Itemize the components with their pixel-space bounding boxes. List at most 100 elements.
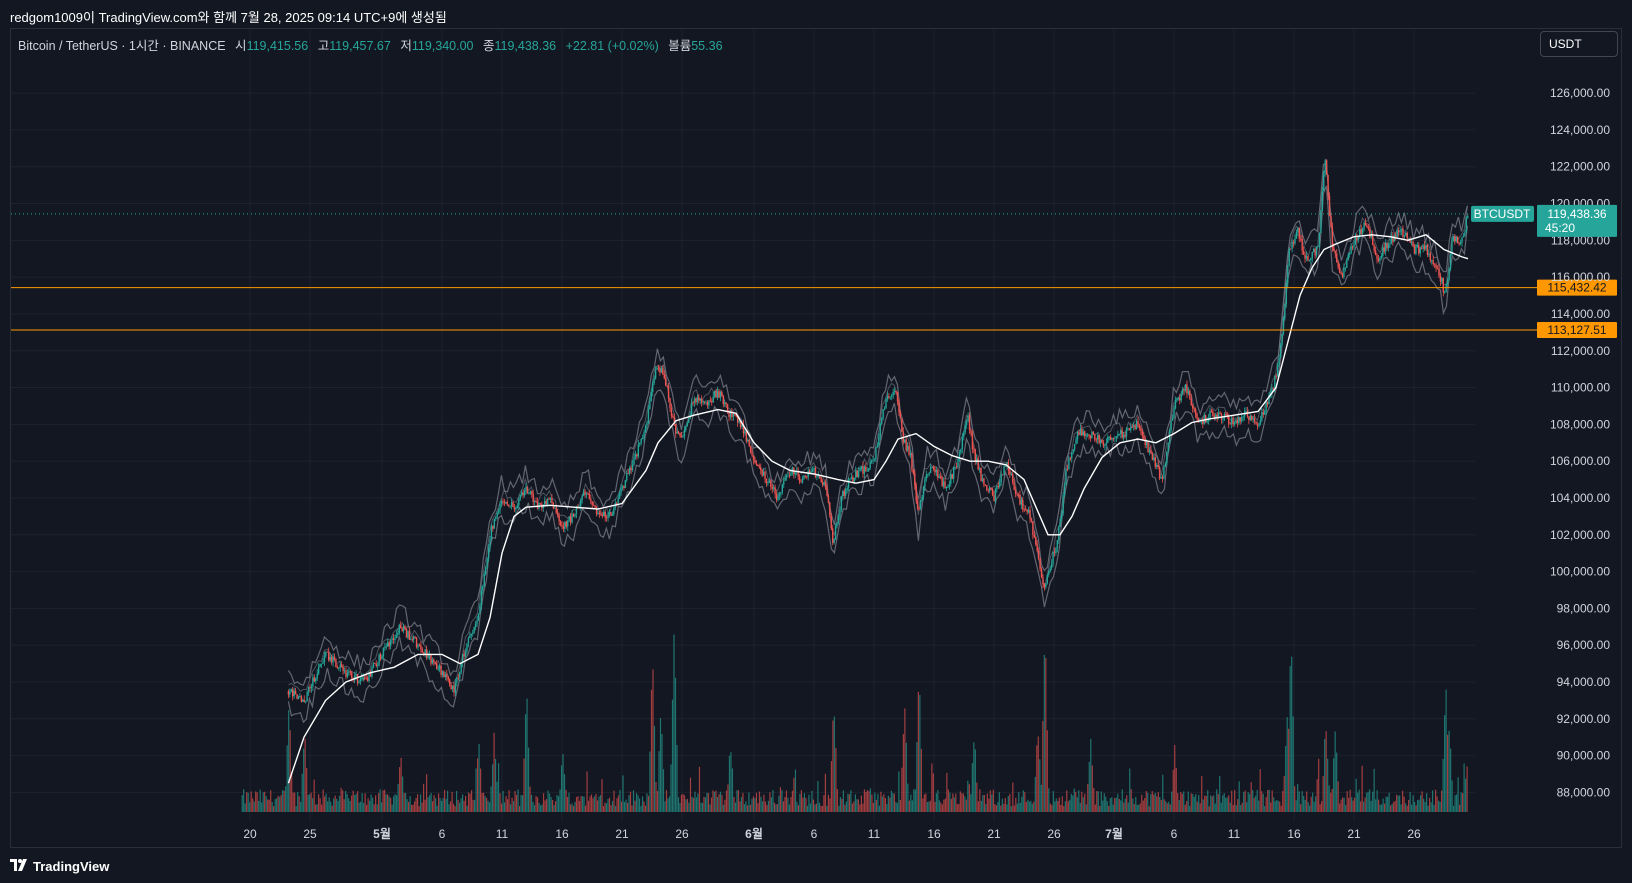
volume-bar <box>1160 799 1162 812</box>
volume-bar <box>985 804 987 812</box>
volume-bar <box>1439 801 1441 812</box>
candle-body <box>641 438 644 440</box>
volume-bar <box>944 798 946 812</box>
volume-bar <box>509 804 512 812</box>
candle-body <box>883 408 886 410</box>
candle-body <box>891 394 893 397</box>
candle-body <box>722 395 724 405</box>
volume-bar <box>424 799 426 812</box>
volume-bar <box>934 801 936 812</box>
candle-body <box>840 496 843 510</box>
volume-bar <box>932 773 934 812</box>
candle-body <box>853 477 856 482</box>
candle-body <box>1170 420 1172 431</box>
candle-body <box>1096 435 1099 440</box>
symbol-description[interactable]: Bitcoin / TetherUS · 1시간 · BINANCE <box>18 39 226 53</box>
candle-body <box>771 486 773 489</box>
candle-body <box>587 493 589 495</box>
candle-body <box>486 558 488 568</box>
candle-body <box>443 671 445 678</box>
candle-body <box>1043 583 1046 588</box>
x-tick-label: 6 <box>439 827 446 841</box>
volume-bar <box>1274 801 1276 812</box>
volume-bar <box>496 781 498 812</box>
candle-body <box>397 633 399 635</box>
volume-bar <box>971 763 973 812</box>
volume-bar <box>1045 658 1047 812</box>
volume-bar <box>1396 794 1398 812</box>
candle-body <box>1222 418 1224 420</box>
tradingview-logo-icon[interactable] <box>10 859 30 871</box>
candle-body <box>1344 267 1347 269</box>
candle-body <box>375 663 377 667</box>
candle-body <box>866 470 868 472</box>
volume-bar <box>1441 790 1443 812</box>
volume-bar <box>610 805 612 812</box>
volume-bar <box>361 793 363 812</box>
currency-button[interactable]: USDT <box>1540 31 1618 57</box>
volume-bar <box>500 803 503 812</box>
volume-bar <box>860 795 862 812</box>
volume-bar <box>586 771 588 812</box>
volume-bar <box>797 805 800 812</box>
volume-bar <box>1369 789 1371 812</box>
candle-body <box>1101 439 1103 443</box>
volume-bar <box>568 792 570 812</box>
candle-body <box>565 521 568 527</box>
price-chart[interactable]: 115,432.42113,127.5188,000.0090,000.0092… <box>0 0 1632 848</box>
volume-bar <box>931 763 933 812</box>
volume-bar <box>274 799 276 812</box>
volume-bar <box>408 801 410 812</box>
candle-body <box>700 398 703 403</box>
volume-bar <box>1307 802 1309 812</box>
candle-body <box>656 367 658 370</box>
volume-bar <box>841 798 843 812</box>
volume-bar <box>1283 775 1285 812</box>
volume-bar <box>928 801 930 812</box>
volume-bar <box>452 803 455 812</box>
candle-body <box>1120 430 1122 434</box>
candle-body <box>441 671 444 675</box>
volume-bar <box>788 804 791 812</box>
candle-body <box>912 469 915 474</box>
candle-body <box>1258 424 1260 427</box>
candle-body <box>1173 408 1175 419</box>
candle-body <box>1288 248 1290 266</box>
volume-bar <box>1466 766 1468 812</box>
volume-bar <box>554 801 557 812</box>
candle-body <box>302 699 304 702</box>
candle-body <box>1003 465 1005 475</box>
candle-body <box>536 501 539 509</box>
candle-body <box>970 430 972 434</box>
candle-body <box>803 475 805 479</box>
volume-bar <box>470 790 473 812</box>
y-axis[interactable]: 88,000.0090,000.0092,000.0094,000.0096,0… <box>1550 86 1610 799</box>
candle-body <box>1245 410 1247 412</box>
candle-body <box>407 631 409 638</box>
volume-bar <box>550 797 552 812</box>
candle-body <box>1187 391 1190 394</box>
candle-body <box>1406 232 1408 239</box>
volume-bar <box>731 768 734 812</box>
volume-bar <box>286 745 288 812</box>
volume-bar <box>358 802 360 812</box>
candle-body <box>294 690 297 695</box>
volume-bar <box>1336 752 1338 812</box>
volume-bar <box>1162 774 1164 812</box>
x-axis[interactable]: 20 25 5월 6 11 16 21 26 6월 6 11 16 21 26 7월 6 11 16 21 26 <box>243 826 1421 841</box>
volume-bar <box>970 794 972 812</box>
candle-body <box>338 667 340 669</box>
volume-bar <box>1313 801 1315 812</box>
volume-bar <box>273 806 275 812</box>
volume-bar <box>1310 796 1312 812</box>
volume-bar <box>391 804 393 812</box>
candle-body <box>384 646 386 648</box>
candle-body <box>1376 254 1378 260</box>
candle-body <box>389 639 392 647</box>
candle-body <box>336 667 339 669</box>
candle-body <box>1150 449 1152 454</box>
candle-body <box>967 415 969 421</box>
candle-body <box>434 661 436 664</box>
tradingview-logo-text[interactable]: TradingView <box>33 859 110 874</box>
volume-bar <box>258 800 260 812</box>
